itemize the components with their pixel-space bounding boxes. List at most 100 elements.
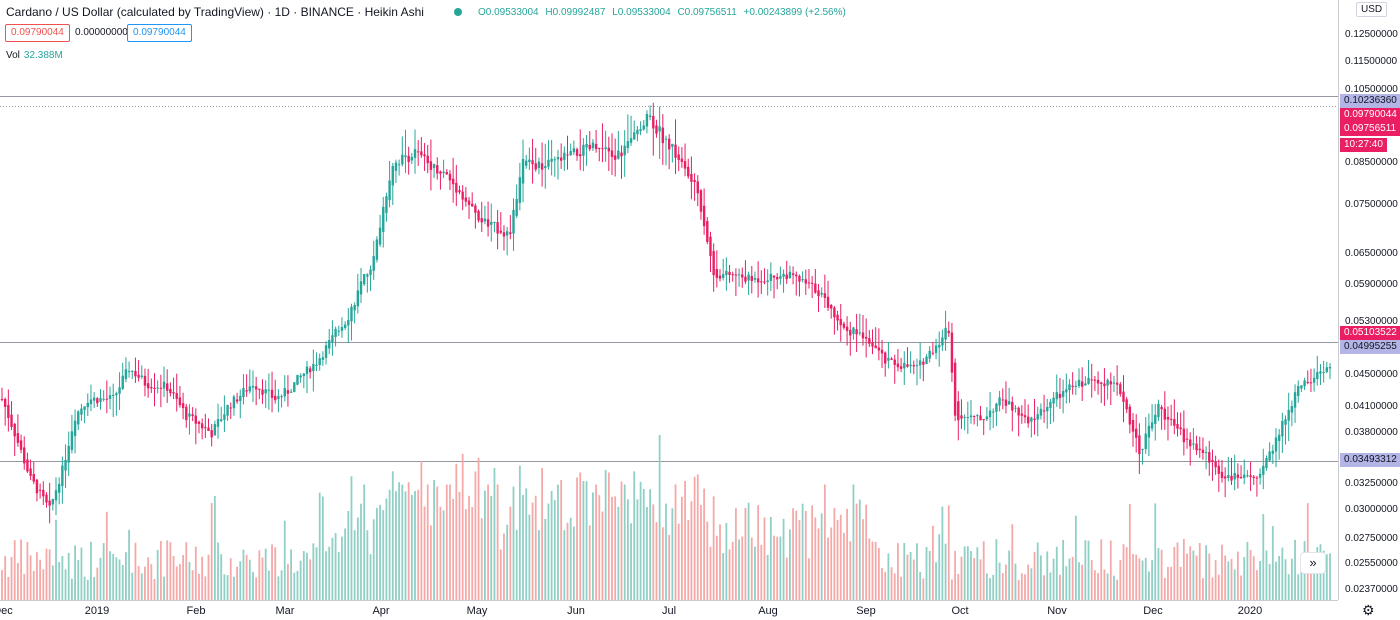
volume-bar — [471, 507, 474, 600]
volume-bar — [515, 529, 518, 600]
volume-bar — [1275, 561, 1277, 600]
volume-bar — [93, 577, 96, 600]
chart-area[interactable] — [0, 0, 1338, 600]
scroll-to-realtime-button[interactable]: » — [1300, 552, 1326, 574]
sell-button[interactable]: 0.09790044 — [5, 24, 70, 42]
candle-body — [925, 356, 928, 364]
candle-body — [156, 387, 159, 389]
volume-bar — [315, 547, 318, 600]
candle-body — [563, 152, 566, 160]
candle-body — [426, 155, 429, 164]
candle-body — [366, 274, 369, 277]
volume-bar — [1141, 560, 1144, 600]
candle-body — [1080, 381, 1084, 387]
candle-body — [1122, 391, 1125, 402]
volume-bar — [493, 468, 496, 600]
time-axis[interactable]: Dec 2019 Feb Mar Apr May Jun Jul Aug Sep Oct Nov Dec… — [0, 600, 1338, 620]
candle-body — [890, 358, 893, 360]
volume-bar — [477, 457, 480, 600]
candle-body — [118, 387, 121, 394]
volume-bar — [852, 484, 855, 600]
price-tag: 0.10236360 — [1340, 94, 1400, 108]
candle-body — [439, 171, 442, 174]
time-tick-label: Dec — [1143, 605, 1163, 617]
volume-bar — [429, 525, 432, 600]
candle-body — [96, 398, 99, 404]
high-value: H0.09992487 — [545, 7, 606, 18]
candle-body — [861, 332, 865, 339]
volume-bar — [1170, 566, 1173, 600]
candle-body — [61, 465, 64, 487]
volume-bar — [1154, 503, 1157, 600]
volume-bar — [245, 554, 248, 600]
volume-bar — [325, 551, 327, 600]
candle-body — [207, 427, 210, 431]
candle-body — [896, 363, 900, 368]
volume-bar — [833, 507, 836, 600]
volume-bar — [973, 558, 976, 600]
volume-bar — [255, 577, 258, 600]
volume-bar — [474, 471, 477, 600]
volume-bar — [1027, 564, 1030, 600]
candle-body — [496, 222, 499, 234]
candle-body — [833, 307, 836, 318]
volume-bar — [754, 546, 756, 600]
volume-bar — [687, 520, 690, 600]
volume-bar — [858, 499, 861, 600]
candle-body — [32, 473, 35, 482]
volume-bar — [592, 492, 594, 600]
candle-body — [728, 271, 731, 275]
volume-bar — [849, 541, 852, 600]
volume-bar — [970, 551, 972, 600]
currency-badge[interactable]: USD — [1356, 2, 1388, 17]
volume-bar — [652, 504, 655, 600]
candle-body — [1103, 383, 1106, 387]
price-tag: 0.09790044 — [1340, 108, 1400, 122]
volume-bar — [696, 474, 699, 600]
candle-body — [620, 152, 623, 157]
candle-body — [934, 345, 938, 353]
price-chart[interactable] — [0, 0, 1338, 600]
candle-body — [254, 386, 258, 390]
volume-bar — [550, 490, 553, 600]
candle-body — [239, 395, 242, 402]
candle-body — [57, 483, 61, 493]
volume-bar — [846, 508, 848, 600]
volume-bar — [760, 544, 763, 600]
volume-bar — [1008, 550, 1011, 600]
volume-bar — [734, 508, 737, 600]
candle-body — [737, 274, 741, 276]
buy-button[interactable]: 0.09790044 — [127, 24, 192, 42]
candle-body — [29, 468, 32, 476]
volume-bar — [455, 463, 458, 600]
volume-bar — [909, 552, 912, 600]
volume-bar — [109, 551, 111, 600]
volume-bar — [1106, 573, 1109, 600]
candle-body — [769, 273, 773, 281]
volume-bar — [903, 542, 906, 600]
candle-body — [1166, 416, 1170, 420]
candle-body — [966, 417, 970, 419]
price-axis[interactable]: 0.125000000.115000000.105000000.09500000… — [1338, 0, 1400, 600]
candle-body — [1141, 448, 1144, 450]
candle-body — [823, 293, 827, 298]
candle-body — [766, 280, 769, 282]
volume-bar — [731, 541, 734, 600]
candle-body — [474, 205, 477, 213]
candle-body — [721, 274, 725, 278]
candle-body — [1128, 406, 1132, 425]
volume-bar — [1325, 554, 1328, 600]
candle-body — [747, 274, 750, 281]
volume-bar — [267, 570, 270, 600]
volume-bar — [1059, 574, 1061, 600]
volume-bar — [1214, 560, 1217, 600]
volume-bar — [112, 553, 115, 600]
candle-body — [486, 219, 490, 227]
candle-body — [531, 160, 534, 165]
volume-bar — [464, 509, 467, 600]
candle-body — [706, 221, 709, 242]
candle-body — [248, 386, 252, 392]
volume-bar — [801, 503, 804, 600]
volume-bar — [792, 508, 794, 600]
settings-gear-icon[interactable]: ⚙ — [1362, 602, 1375, 618]
